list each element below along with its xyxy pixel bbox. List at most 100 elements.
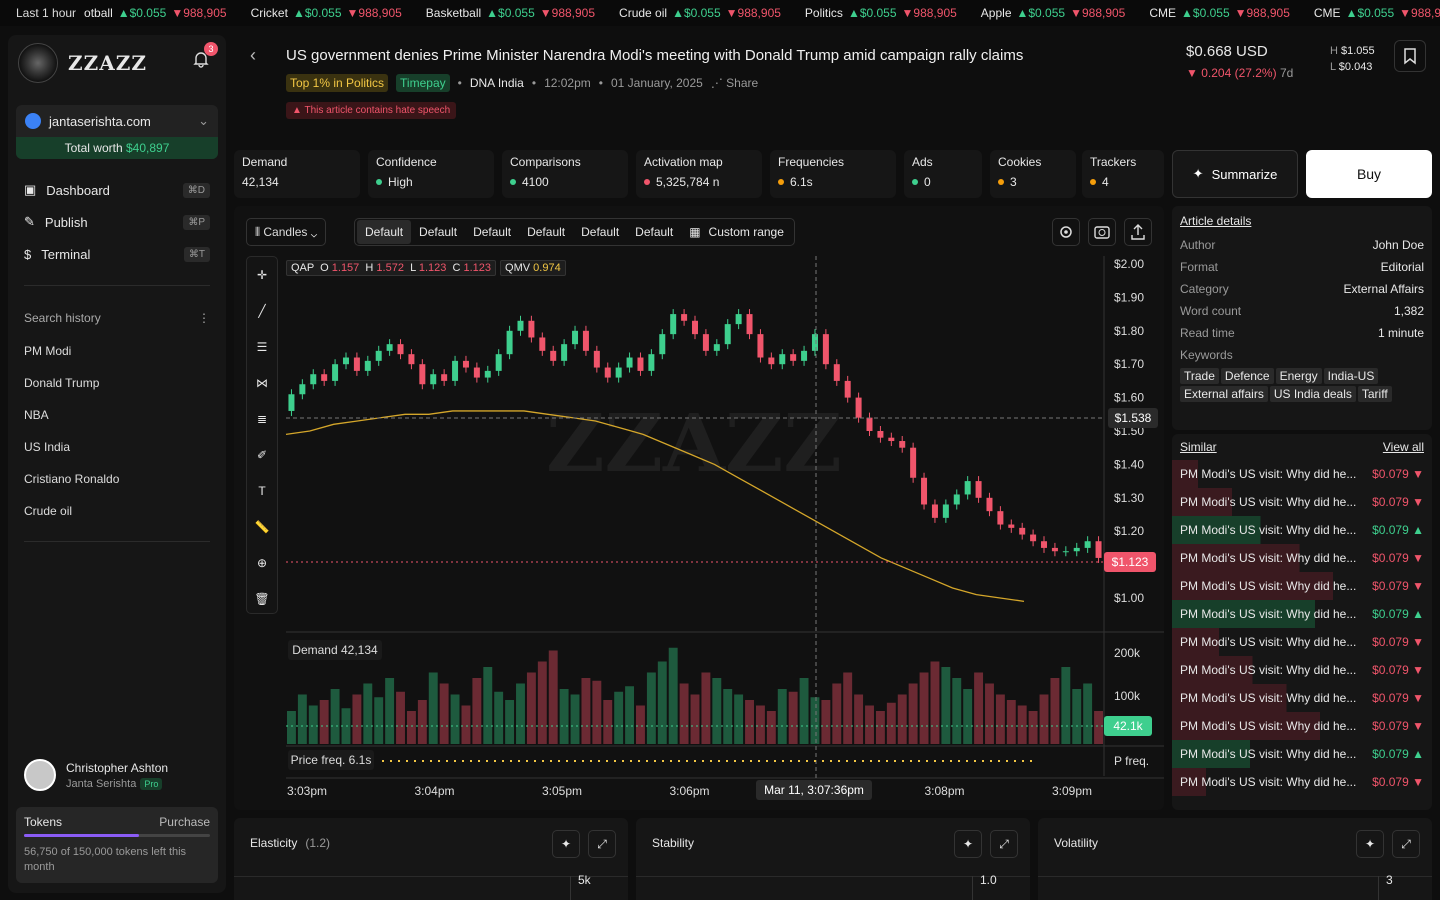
keyword-tag[interactable]: Energy xyxy=(1275,368,1322,384)
keyword-tag[interactable]: India-US xyxy=(1323,368,1379,384)
ticker-item[interactable]: Crude oil ▲$0.055 ▼988,905 xyxy=(619,6,781,20)
ticker-item[interactable]: Politics ▲$0.055 ▼988,905 xyxy=(805,6,957,20)
search-history-item[interactable]: PM Modi xyxy=(24,344,72,358)
logo[interactable]: ZZAZZ xyxy=(18,43,147,83)
range-button[interactable]: Default xyxy=(635,225,674,239)
chart-type-select[interactable]: ⫴ Candles ⌄ xyxy=(255,225,318,239)
similar-item[interactable]: PM Modi's US visit: Why did he... $0.079 … xyxy=(1172,488,1432,516)
view-all-link[interactable]: View all xyxy=(1382,440,1424,454)
ticker-item[interactable]: Basketball ▲$0.055 ▼988,905 xyxy=(426,6,595,20)
expand-button[interactable]: ⤢ xyxy=(990,830,1018,858)
metric-demand[interactable]: Demand 42,134 xyxy=(234,150,360,198)
similar-item[interactable]: PM Modi's US visit: Why did he... $0.079 … xyxy=(1172,600,1432,628)
range-button[interactable]: Default xyxy=(419,225,458,239)
crosshair-icon[interactable]: ✛ xyxy=(256,268,268,282)
zoom-in-icon[interactable]: ⊕ xyxy=(256,556,268,570)
screenshot-button[interactable] xyxy=(1088,218,1116,246)
trash-icon[interactable]: 🗑 xyxy=(254,592,270,606)
price-chart[interactable]: ZZAZZ$2.00$1.90$1.80$1.70$1.60$1.50$1.40… xyxy=(234,206,1164,810)
similar-item[interactable]: PM Modi's US visit: Why did he... $0.079 … xyxy=(1172,628,1432,656)
candle xyxy=(288,394,295,411)
ai-button[interactable]: ✦ xyxy=(552,830,580,858)
custom-range-button[interactable]: ▦ Custom range xyxy=(681,225,792,239)
similar-item[interactable]: PM Modi's US visit: Why did he... $0.079 … xyxy=(1172,656,1432,684)
line-tool-icon[interactable]: ╱ xyxy=(258,304,266,318)
share-button[interactable]: ⋰ Share xyxy=(711,76,758,90)
sidebar: ZZAZZ 3 jantaserishta.com ⌄ Total worth $… xyxy=(8,35,226,893)
volume-bar xyxy=(374,697,384,744)
range-button[interactable]: Default xyxy=(473,225,512,239)
expand-button[interactable]: ⤢ xyxy=(1392,830,1420,858)
metric-label: Demand xyxy=(242,155,288,169)
range-button[interactable]: Default xyxy=(527,225,566,239)
ticker-item[interactable]: Apple ▲$0.055 ▼988,905 xyxy=(981,6,1126,20)
search-history-item[interactable]: Donald Trump xyxy=(24,376,100,390)
similar-item[interactable]: PM Modi's US visit: Why did he... $0.079 … xyxy=(1172,768,1432,796)
summarize-button[interactable]: ✦ Summarize xyxy=(1172,150,1298,198)
metric-frequencies[interactable]: Frequencies 6.1s xyxy=(770,150,896,198)
range-button[interactable]: Default xyxy=(581,225,620,239)
more-icon[interactable]: ⋮ xyxy=(198,311,210,325)
timepay-tag[interactable]: Timepay xyxy=(396,74,450,92)
export-button[interactable] xyxy=(1124,218,1152,246)
bell-icon[interactable]: 3 xyxy=(192,42,218,68)
nav-publish[interactable]: ✎ Publish ⌘P xyxy=(24,210,210,234)
metric-cookies[interactable]: Cookies 3 xyxy=(990,150,1076,198)
similar-item[interactable]: PM Modi's US visit: Why did he... $0.079 … xyxy=(1172,712,1432,740)
metric-confidence[interactable]: Confidence High xyxy=(368,150,494,198)
y-tick-label: $1.30 xyxy=(1114,491,1144,505)
ai-button[interactable]: ✦ xyxy=(954,830,982,858)
keyword-tag[interactable]: External affairs xyxy=(1180,386,1268,402)
expand-button[interactable]: ⤢ xyxy=(588,830,616,858)
volume-bar xyxy=(1017,705,1027,744)
worth-label: Total worth xyxy=(64,141,123,155)
similar-item[interactable]: PM Modi's US visit: Why did he... $0.079 … xyxy=(1172,740,1432,768)
ruler-tool-icon[interactable]: 📏 xyxy=(254,520,270,534)
bookmark-button[interactable] xyxy=(1394,40,1426,72)
ticker-item[interactable]: CME ▲$0.055 ▼988,905 xyxy=(1149,6,1290,20)
detail-value: John Doe xyxy=(1372,238,1424,252)
metric-ads[interactable]: Ads 0 xyxy=(904,150,982,198)
similar-item[interactable]: PM Modi's US visit: Why did he... $0.079 … xyxy=(1172,460,1432,488)
search-history-item[interactable]: NBA xyxy=(24,408,49,422)
settings-button[interactable] xyxy=(1052,218,1080,246)
y-tick-label: $1.60 xyxy=(1114,391,1144,405)
similar-item[interactable]: PM Modi's US visit: Why did he... $0.079 … xyxy=(1172,516,1432,544)
y-tick-label: $2.00 xyxy=(1114,257,1144,271)
pattern-tool-icon[interactable]: ⋈ xyxy=(256,376,268,390)
similar-item[interactable]: PM Modi's US visit: Why did he... $0.079 … xyxy=(1172,544,1432,572)
ai-button[interactable]: ✦ xyxy=(1356,830,1384,858)
back-icon[interactable]: ‹ xyxy=(250,45,256,65)
purchase-link[interactable]: Purchase xyxy=(159,815,210,829)
candle xyxy=(419,364,426,385)
user-profile[interactable]: Christopher Ashton Janta Serishta Pro xyxy=(24,759,168,791)
keyword-tag[interactable]: Defence xyxy=(1220,368,1274,384)
search-history-item[interactable]: Cristiano Ronaldo xyxy=(24,472,120,486)
ticker-item[interactable]: otball ▲$0.055 ▼988,905 xyxy=(84,6,227,20)
metric-trackers[interactable]: Trackers 4 xyxy=(1082,150,1164,198)
ticker-item[interactable]: CME ▲$0.055 ▼988,905 xyxy=(1314,6,1440,20)
metric-comparisons[interactable]: Comparisons 4100 xyxy=(502,150,628,198)
similar-item[interactable]: PM Modi's US visit: Why did he... $0.079 … xyxy=(1172,572,1432,600)
ticker-up: ▲$0.055 xyxy=(1345,6,1395,20)
range-button[interactable]: Default xyxy=(357,220,412,244)
keyword-tag[interactable]: Tariff xyxy=(1357,386,1392,402)
brush-tool-icon[interactable]: ✐ xyxy=(256,448,268,462)
search-history-item[interactable]: Crude oil xyxy=(24,504,73,518)
metric-activation-map[interactable]: Activation map 5,325,784 n xyxy=(636,150,762,198)
nav-terminal[interactable]: $ Terminal ⌘T xyxy=(24,242,210,266)
fib-tool-icon[interactable]: ≣ xyxy=(256,412,268,426)
shortcut: ⌘P xyxy=(183,214,210,230)
nav-dashboard[interactable]: ▣ Dashboard ⌘D xyxy=(24,178,210,202)
candle xyxy=(495,354,502,371)
buy-button[interactable]: Buy xyxy=(1306,150,1432,198)
volume-bar xyxy=(483,667,493,744)
keyword-tag[interactable]: Trade xyxy=(1180,368,1219,384)
search-history-item[interactable]: US India xyxy=(24,440,71,454)
hlines-tool-icon[interactable]: ☰ xyxy=(256,340,268,354)
keyword-tag[interactable]: US India deals xyxy=(1269,386,1356,402)
ticker-item[interactable]: Cricket ▲$0.055 ▼988,905 xyxy=(251,6,402,20)
account-switcher[interactable]: jantaserishta.com ⌄ Total worth $40,897 xyxy=(16,105,218,159)
text-tool-icon[interactable]: T xyxy=(258,484,266,498)
similar-item[interactable]: PM Modi's US visit: Why did he... $0.079 … xyxy=(1172,684,1432,712)
